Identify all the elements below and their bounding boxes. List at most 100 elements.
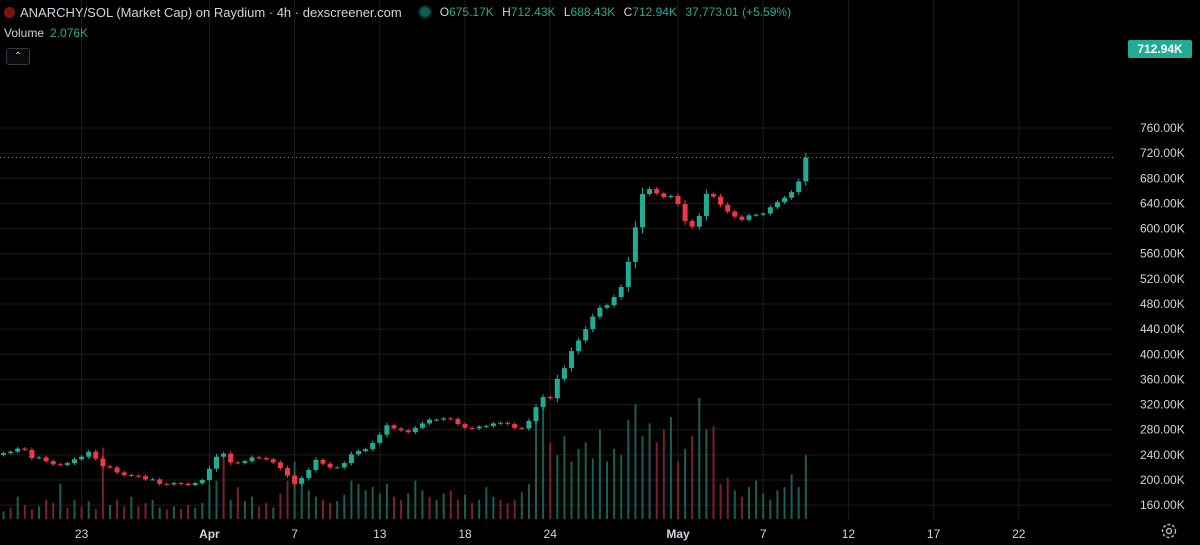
y-tick-label: 720.00K [1140, 146, 1185, 160]
candle-body [93, 451, 99, 459]
volume-bar [790, 474, 793, 519]
volume-bar [109, 504, 111, 519]
volume-bar [726, 477, 729, 519]
candle-body [462, 424, 468, 428]
y-tick-label: 600.00K [1140, 222, 1185, 236]
volume-bar [485, 487, 488, 519]
volume-bar [471, 503, 474, 519]
volume-bar [449, 490, 452, 519]
volume-bar [804, 455, 807, 519]
y-tick-label: 360.00K [1140, 372, 1185, 386]
volume-bar [712, 426, 715, 519]
volume-bar [151, 499, 154, 519]
candle-body [661, 193, 667, 198]
volume-bar [776, 490, 779, 519]
candle-body [412, 427, 418, 433]
volume-bar [563, 436, 566, 519]
x-tick-label: 12 [842, 527, 856, 541]
volume-bar [456, 499, 459, 519]
candle-body [632, 227, 638, 262]
x-tick-label: 7 [760, 527, 767, 541]
candle-body [320, 459, 326, 464]
candle-body [782, 197, 787, 203]
candle-body [114, 467, 120, 473]
candle-body [625, 261, 631, 288]
candle-body [448, 418, 454, 420]
volume-bar [655, 442, 658, 519]
candle-body [22, 448, 28, 450]
volume-bar [499, 499, 502, 519]
volume-bar [698, 397, 701, 519]
candle-body [604, 305, 610, 308]
candle-body [143, 476, 148, 480]
candle-body [235, 462, 241, 464]
volume-bar [634, 404, 637, 519]
candle-body [774, 202, 780, 208]
candle-body [327, 463, 333, 468]
volume-bar [123, 506, 126, 519]
candle-body [285, 468, 290, 476]
volume-bar [442, 493, 445, 519]
candle-body [576, 340, 582, 352]
volume-bar [357, 483, 360, 519]
y-tick-label: 240.00K [1140, 448, 1185, 462]
x-tick-label: 23 [75, 527, 89, 541]
volume-bar [144, 503, 147, 519]
volume-bar [648, 423, 651, 519]
x-tick-label: 18 [458, 527, 472, 541]
candle-body [512, 424, 518, 428]
candle-body [505, 422, 511, 425]
candle-body [746, 215, 752, 220]
candle-body [228, 453, 234, 463]
volume-bar [265, 503, 268, 519]
candle-body [455, 419, 461, 425]
volume-bar [137, 506, 140, 519]
volume-bar [613, 448, 616, 519]
candle-body [15, 448, 21, 452]
chart-header: ANARCHY/SOL (Market Cap) on Raydium · 4h… [4, 3, 796, 21]
volume-bar [222, 458, 225, 519]
volume-bar [45, 499, 48, 519]
volume-bar [59, 483, 62, 519]
volume-bar [208, 483, 211, 519]
collapse-legend-button[interactable]: ⌃ [6, 48, 30, 65]
volume-bar [73, 499, 76, 519]
volume-bar [407, 493, 410, 519]
volume-bar [641, 436, 644, 519]
candle-body [469, 427, 475, 429]
ohlc-low-value: 688.43K [570, 5, 616, 19]
y-tick-label: 480.00K [1140, 297, 1185, 311]
volume-bar [662, 429, 665, 519]
volume-bar [38, 506, 40, 519]
volume-bar [513, 499, 516, 519]
candle-body [256, 457, 262, 459]
candle-body [796, 181, 802, 193]
candle-body [377, 434, 383, 443]
candle-body [441, 418, 447, 420]
candle-body [384, 425, 390, 435]
gear-icon[interactable] [1160, 522, 1178, 540]
volume-bar [684, 448, 687, 519]
volume-bar [705, 429, 708, 519]
candle-body [498, 422, 503, 424]
candle-body [107, 466, 113, 468]
candle-body [540, 397, 546, 408]
volume-bar [23, 504, 26, 519]
x-tick-label: 7 [291, 527, 298, 541]
candle-body [36, 457, 42, 459]
candle-body [398, 428, 404, 431]
volume-bar [677, 461, 679, 519]
candle-body [221, 453, 227, 457]
volume-bar [272, 507, 275, 519]
candle-body [739, 216, 745, 220]
volume-bar [94, 508, 97, 519]
volume-bar [258, 506, 261, 519]
volume-bar [9, 507, 12, 519]
chevron-up-icon: ⌃ [13, 51, 23, 62]
candle-body [270, 459, 276, 463]
volume-bar [719, 483, 722, 519]
ohlc-low-key: L [563, 5, 571, 19]
candle-body [50, 461, 56, 465]
volume-bar [87, 501, 90, 519]
